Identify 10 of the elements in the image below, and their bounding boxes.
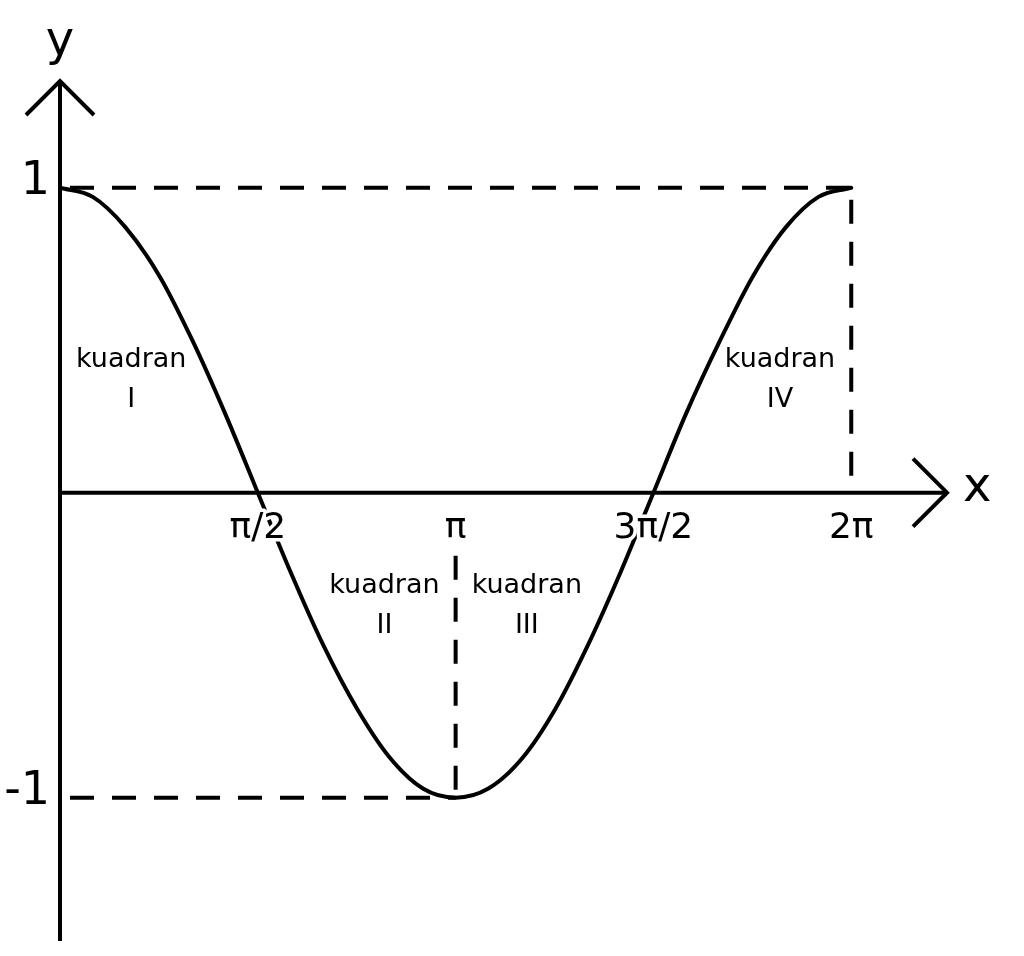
annotation: kuadran II	[329, 567, 440, 639]
annotation: kuadran IV	[724, 341, 836, 413]
annotation: kuadran I	[76, 341, 187, 413]
x-tick-label: 2π	[828, 505, 874, 547]
y-tick-label: 1	[20, 150, 50, 205]
y-tick-label: -1	[4, 760, 50, 815]
annotation: kuadran III	[471, 567, 583, 639]
x-tick-label: π	[444, 505, 467, 547]
y-axis-title: y	[45, 10, 75, 67]
x-axis-title: x	[963, 456, 992, 513]
